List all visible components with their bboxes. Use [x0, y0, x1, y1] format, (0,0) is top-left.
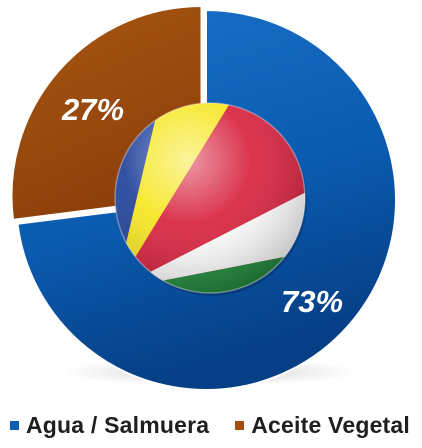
- legend-swatch-aceite-vegetal: [235, 420, 245, 430]
- seychelles-flag-sphere-icon: [114, 102, 307, 296]
- legend: Agua / Salmuera Aceite Vegetal: [10, 408, 422, 442]
- legend-label-agua-salmuera: Agua / Salmuera: [26, 411, 210, 438]
- legend-item-agua-salmuera: Agua / Salmuera: [10, 412, 209, 439]
- data-label-agua-salmuera: 73%: [281, 284, 343, 319]
- legend-item-aceite-vegetal: Aceite Vegetal: [235, 412, 410, 439]
- data-label-aceite-vegetal: 27%: [61, 92, 124, 127]
- legend-swatch-agua-salmuera: [10, 420, 19, 430]
- legend-label-aceite-vegetal: Aceite Vegetal: [251, 411, 411, 438]
